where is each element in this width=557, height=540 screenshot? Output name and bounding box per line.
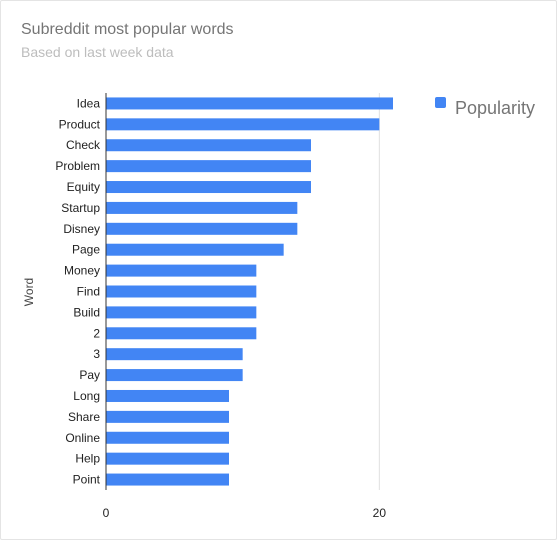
bar-build[interactable] bbox=[106, 306, 257, 319]
category-label: Problem bbox=[55, 159, 100, 173]
category-label: Point bbox=[73, 473, 101, 487]
x-tick-label: 20 bbox=[373, 506, 387, 520]
category-label: Help bbox=[75, 452, 100, 466]
category-label: Find bbox=[77, 285, 100, 299]
category-label: Money bbox=[64, 264, 100, 278]
bar-disney[interactable] bbox=[106, 222, 298, 235]
category-label: Page bbox=[72, 243, 100, 257]
bar-page[interactable] bbox=[106, 243, 284, 256]
bar-share[interactable] bbox=[106, 410, 230, 423]
legend: Popularity bbox=[435, 97, 535, 118]
chart-title: Subreddit most popular words bbox=[21, 21, 234, 38]
bar-money[interactable] bbox=[106, 264, 257, 277]
bar-help[interactable] bbox=[106, 452, 230, 465]
bar-check[interactable] bbox=[106, 139, 312, 152]
category-label: Product bbox=[59, 117, 101, 131]
y-axis-label: Word bbox=[22, 278, 36, 306]
bar-problem[interactable] bbox=[106, 160, 312, 173]
category-label: 3 bbox=[93, 347, 100, 361]
x-tick-label: 0 bbox=[103, 506, 110, 520]
bar-startup[interactable] bbox=[106, 201, 298, 214]
bar-2[interactable] bbox=[106, 327, 257, 340]
bar-idea[interactable] bbox=[106, 97, 394, 110]
x-axis-ticks: 0 20 bbox=[103, 506, 387, 520]
category-label: Idea bbox=[77, 96, 101, 110]
category-label: Disney bbox=[63, 222, 100, 236]
bar-find[interactable] bbox=[106, 285, 257, 298]
category-label: Equity bbox=[67, 180, 100, 194]
category-label: Startup bbox=[61, 201, 100, 215]
category-label: Pay bbox=[79, 368, 100, 382]
bar-long[interactable] bbox=[106, 389, 230, 402]
bar-pay[interactable] bbox=[106, 369, 243, 382]
bars bbox=[106, 97, 394, 486]
bar-3[interactable] bbox=[106, 348, 243, 361]
bar-point[interactable] bbox=[106, 473, 230, 486]
category-label: Share bbox=[68, 410, 100, 424]
bar-online[interactable] bbox=[106, 431, 230, 444]
grid-lines bbox=[105, 93, 380, 490]
category-label: Online bbox=[65, 431, 100, 445]
legend-swatch bbox=[435, 97, 446, 108]
bar-equity[interactable] bbox=[106, 181, 312, 194]
legend-label: Popularity bbox=[455, 98, 535, 118]
category-label: 2 bbox=[93, 326, 100, 340]
bar-product[interactable] bbox=[106, 118, 380, 131]
category-label: Build bbox=[73, 305, 100, 319]
category-label: Check bbox=[66, 138, 101, 152]
category-label: Long bbox=[73, 389, 100, 403]
chart-subtitle: Based on last week data bbox=[21, 44, 174, 60]
category-labels: Idea Product Check Problem Equity Startup Disn… bbox=[55, 96, 101, 486]
